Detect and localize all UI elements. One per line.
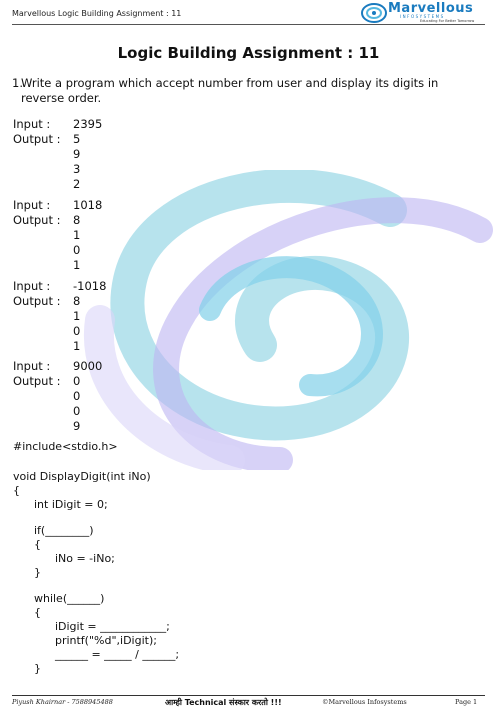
code-line: { (13, 484, 20, 497)
input-label: Input : (13, 117, 51, 131)
input-value: 9000 (73, 359, 103, 373)
output-digit: 0 (73, 374, 81, 388)
logo-sub: INFOSYSTEMS (400, 14, 445, 19)
output-digit: 1 (73, 228, 81, 242)
output-digit: 1 (73, 339, 81, 353)
page-title: Logic Building Assignment : 11 (117, 44, 380, 62)
output-label: Output : (13, 213, 61, 227)
marvellous-logo: Marvellous INFOSYSTEMS Educating For Bet… (360, 1, 490, 24)
output-digit: 3 (73, 162, 81, 176)
swirl-watermark (83, 170, 493, 470)
footer-author: Piyush Khairnar - 7588945488 (12, 698, 113, 706)
output-digit: 2 (73, 177, 81, 191)
input-value: -1018 (73, 279, 107, 293)
code-line: while(______) (13, 592, 105, 605)
logo-swirl-icon (361, 3, 387, 23)
output-digit: 0 (73, 324, 81, 338)
code-line: { (13, 606, 41, 619)
code-line: ______ = _____ / ______; (13, 648, 180, 661)
output-label: Output : (13, 294, 61, 308)
input-label: Input : (13, 198, 51, 212)
input-value: 2395 (73, 117, 103, 131)
question: 1. Write a program which accept number f… (12, 76, 482, 106)
input-label: Input : (13, 359, 51, 373)
output-label: Output : (13, 132, 61, 146)
footer-copyright: ©Marvellous Infosystems (322, 698, 407, 706)
footer-tagline: आम्ही Technical संस्कार करतो !!! (165, 698, 282, 707)
input-label: Input : (13, 279, 51, 293)
input-value: 1018 (73, 198, 103, 212)
code-line: int iDigit = 0; (13, 498, 108, 511)
output-digit: 5 (73, 132, 81, 146)
output-digit: 1 (73, 309, 81, 323)
header-divider (12, 24, 485, 25)
code-line: iNo = -iNo; (13, 552, 115, 565)
output-digit: 0 (73, 389, 81, 403)
output-digit: 9 (73, 419, 81, 433)
code-line: if(________) (13, 524, 94, 537)
question-number: 1. (12, 76, 23, 90)
code-line: } (13, 662, 41, 675)
code-line: { (13, 538, 41, 551)
code-line: #include<stdio.h> (13, 440, 118, 453)
code-line: } (13, 566, 41, 579)
code-line: iDigit = ____________; (13, 620, 170, 633)
footer-divider (12, 695, 485, 696)
output-digit: 9 (73, 147, 81, 161)
output-digit: 8 (73, 294, 81, 308)
footer-page-number: Page 1 (455, 698, 478, 706)
logo-name: Marvellous (388, 1, 474, 16)
output-digit: 8 (73, 213, 81, 227)
output-label: Output : (13, 374, 61, 388)
code-line: printf("%d",iDigit); (13, 634, 157, 647)
code-line: void DisplayDigit(int iNo) (13, 470, 151, 483)
header-title: Marvellous Logic Building Assignment : 1… (12, 9, 182, 18)
logo-tagline: Educating For Better Tomorrow (420, 19, 475, 23)
output-digit: 0 (73, 404, 81, 418)
output-digit: 0 (73, 243, 81, 257)
output-digit: 1 (73, 258, 81, 272)
question-text: Write a program which accept number from… (21, 76, 439, 105)
